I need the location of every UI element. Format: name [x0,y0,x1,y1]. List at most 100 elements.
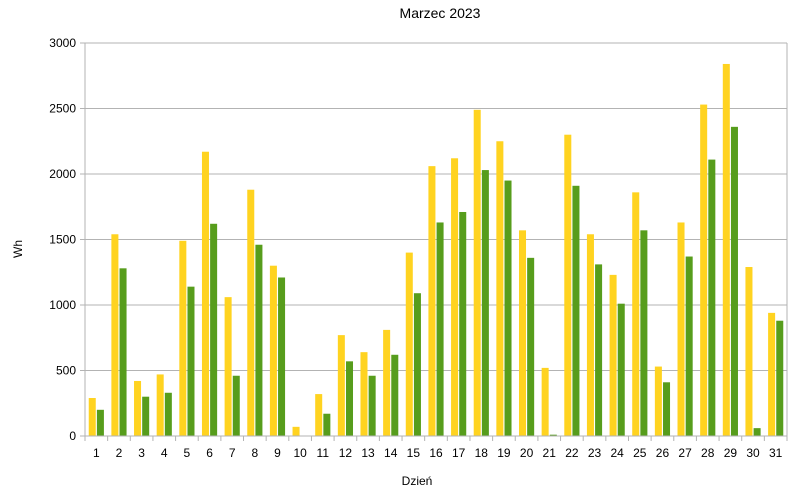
x-tick-label-9: 9 [274,446,281,460]
bar-s1-7 [224,297,232,436]
x-tick-label-31: 31 [769,446,783,460]
bars [88,63,784,437]
x-axis-label: Dzień [402,474,433,488]
bar-s2-22 [572,185,580,436]
x-tick-label-19: 19 [497,446,511,460]
bar-s1-17 [451,158,459,436]
bar-s1-1 [88,398,96,436]
x-tick-label-2: 2 [116,446,123,460]
bar-s1-19 [496,141,504,436]
bar-s2-20 [527,257,535,436]
x-tick-label-18: 18 [475,446,489,460]
y-tick-label-5: 2500 [49,102,76,116]
bar-s1-22 [564,134,572,436]
bar-s2-16 [436,222,444,436]
bar-s2-5 [187,286,195,436]
y-tick-labels: 0 500 1000 1500 2000 2500 3000 [49,36,76,443]
bar-s2-1 [96,409,104,436]
x-tick-label-14: 14 [384,446,398,460]
bar-s2-30 [753,428,761,436]
y-axis-label: Wh [11,240,25,258]
bar-s1-2 [111,234,119,436]
x-tick-label-29: 29 [724,446,738,460]
bar-s1-26 [654,366,662,436]
bar-s2-24 [617,303,625,436]
bar-s1-27 [677,222,685,436]
bar-s2-29 [730,126,738,436]
bar-s2-15 [413,293,421,436]
bar-s2-31 [776,320,784,436]
bar-s1-18 [473,109,481,436]
bar-s2-25 [640,230,648,436]
bar-s2-13 [368,375,376,436]
y-tick-label-6: 3000 [49,36,76,50]
bar-s1-9 [269,265,277,436]
x-tick-label-22: 22 [565,446,579,460]
x-tick-label-20: 20 [520,446,534,460]
y-tick-label-4: 2000 [49,167,76,181]
axes [84,43,788,437]
bar-s2-12 [345,361,354,436]
bar-s2-18 [481,170,489,436]
x-tick-label-7: 7 [229,446,236,460]
bar-s2-4 [164,392,172,436]
bar-s1-31 [768,312,776,436]
bar-s2-3 [142,396,150,436]
bar-s1-16 [428,166,436,436]
x-tick-label-23: 23 [588,446,602,460]
bar-s1-25 [632,192,640,436]
x-tick-label-26: 26 [656,446,670,460]
bar-s2-8 [255,244,263,436]
bar-s2-6 [210,223,218,436]
bar-s2-9 [278,277,286,436]
bar-s2-14 [391,354,399,436]
x-tick-label-13: 13 [361,446,375,460]
bar-s2-21 [549,434,557,436]
bar-s1-15 [405,252,413,436]
bar-s1-21 [541,367,549,436]
bar-s2-28 [708,159,716,436]
x-tick-label-16: 16 [429,446,443,460]
y-tick-label-0: 0 [69,429,76,443]
y-tick-label-3: 1500 [49,233,76,247]
bar-s1-24 [609,274,617,436]
x-tick-label-12: 12 [339,446,353,460]
x-tick-label-28: 28 [701,446,715,460]
bar-s2-23 [595,264,603,436]
x-tick-label-27: 27 [678,446,692,460]
bar-s1-5 [179,240,187,436]
x-tick-label-17: 17 [452,446,466,460]
x-tick-labels: 1 2 3 4 5 6 7 8 9 10 11 12 13 14 15 16 17 18 19 20 21 22 23 24 2… [84,436,788,460]
bar-s1-13 [360,352,368,436]
x-tick-label-4: 4 [161,446,168,460]
x-tick-label-15: 15 [407,446,421,460]
x-tick-label-11: 11 [317,446,330,460]
bar-s1-14 [383,329,391,436]
bar-s1-30 [745,267,753,436]
bar-s1-3 [134,380,142,436]
chart-title: Marzec 2023 [400,5,481,21]
y-tick-label-1: 500 [56,364,76,378]
bar-s2-11 [323,413,331,436]
x-tick-label-8: 8 [251,446,258,460]
bar-s2-26 [663,382,671,436]
bar-s1-28 [700,104,708,436]
bar-s1-11 [315,394,323,436]
bar-s1-29 [722,63,730,437]
bar-s2-7 [232,375,240,436]
x-tick-label-21: 21 [543,446,557,460]
x-tick-label-3: 3 [138,446,145,460]
bar-s2-27 [685,256,693,436]
bar-s1-4 [156,374,164,436]
x-tick-label-6: 6 [206,446,213,460]
x-tick-label-24: 24 [610,446,624,460]
bar-s1-8 [247,189,255,436]
x-tick-label-10: 10 [293,446,307,460]
x-tick-label-1: 1 [93,446,100,460]
x-tick-label-30: 30 [746,446,760,460]
bar-s2-17 [459,211,467,436]
bar-s2-19 [504,180,512,436]
bar-s1-23 [586,234,594,436]
x-tick-label-25: 25 [633,446,647,460]
